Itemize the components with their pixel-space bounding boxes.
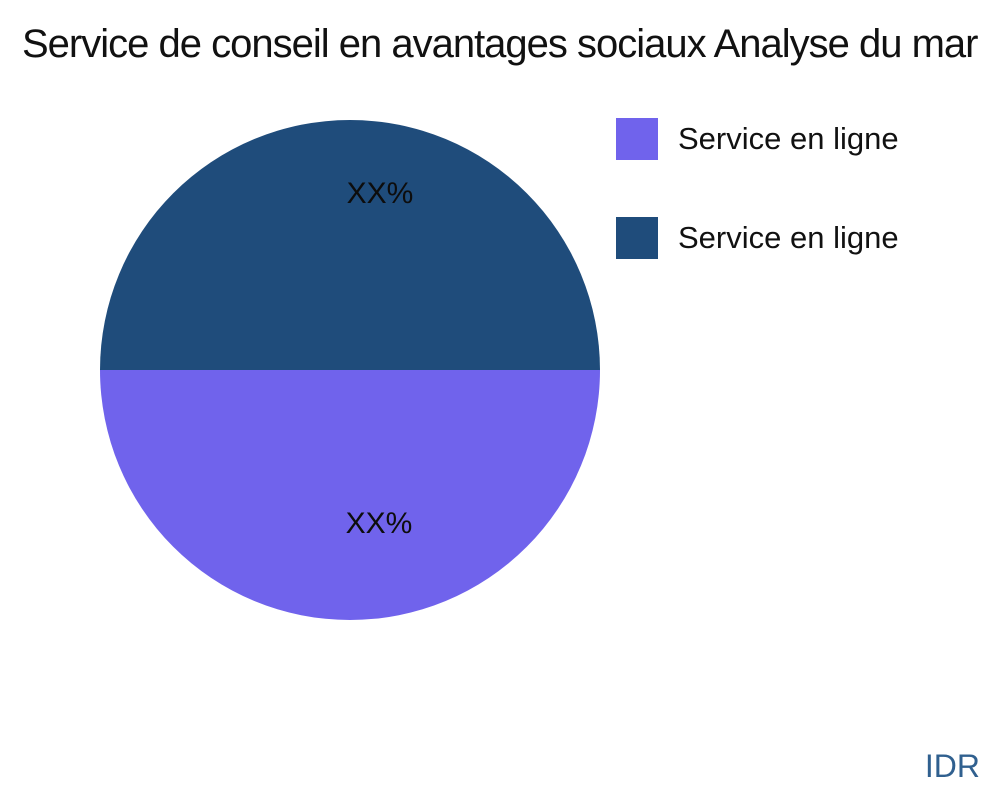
pie-slice-bottom-half[interactable] <box>100 370 600 620</box>
legend-item-1[interactable]: Service en ligne <box>616 118 899 160</box>
pie-chart: XX% XX% <box>100 120 600 620</box>
legend-label-1: Service en ligne <box>678 121 899 156</box>
chart-title: Service de conseil en avantages sociaux … <box>22 22 978 66</box>
pie-slice-label-bottom: XX% <box>345 507 413 540</box>
watermark-idr: IDR <box>924 748 980 784</box>
legend-label-2: Service en ligne <box>678 220 899 255</box>
legend: Service en ligne Service en ligne <box>616 118 899 259</box>
legend-swatch-purple <box>616 118 658 160</box>
legend-swatch-darkblue <box>616 217 658 259</box>
pie-svg <box>100 120 600 620</box>
legend-item-2[interactable]: Service en ligne <box>616 217 899 259</box>
pie-slice-label-top: XX% <box>346 177 414 210</box>
pie-slice-top-half[interactable] <box>100 120 600 370</box>
